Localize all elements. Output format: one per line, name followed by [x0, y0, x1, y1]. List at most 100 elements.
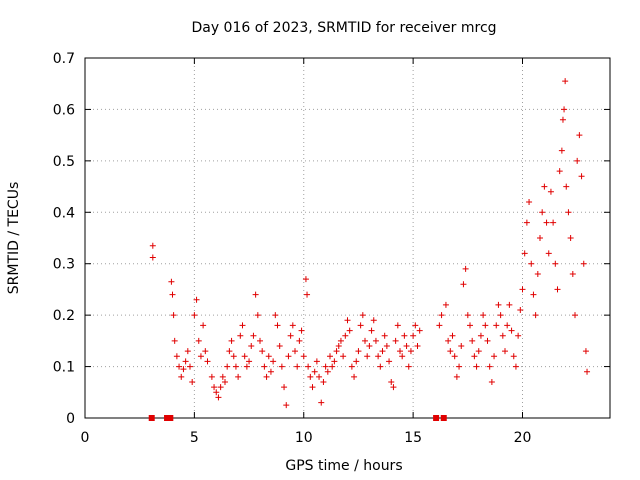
data-point [168, 278, 175, 285]
chart-title: Day 016 of 2023, SRMTID for receiver mrc… [191, 20, 496, 36]
data-point [471, 353, 478, 360]
data-point [215, 394, 222, 401]
data-point [377, 363, 384, 370]
x-tick-label: 20 [514, 430, 532, 446]
data-point [484, 337, 491, 344]
data-point [401, 332, 408, 339]
data-point [259, 348, 266, 355]
data-point [257, 337, 263, 344]
data-point [170, 312, 177, 319]
data-point [171, 337, 178, 344]
data-point [403, 343, 410, 349]
data-point [495, 301, 502, 308]
data-point [281, 384, 288, 391]
x-tick-labels: 0 5 10 15 20 [81, 430, 532, 446]
data-point [224, 363, 231, 370]
data-point [359, 312, 366, 319]
data-point [467, 322, 473, 329]
data-point [521, 250, 528, 257]
data-point [237, 332, 244, 339]
data-point [204, 358, 211, 365]
data-point [410, 332, 417, 339]
y-tick-label: 0.3 [53, 257, 75, 273]
data-point [309, 384, 316, 391]
x-tick-label: 15 [404, 430, 422, 446]
data-points [148, 78, 591, 421]
data-point [584, 368, 591, 375]
data-point [331, 358, 338, 365]
data-point [449, 332, 456, 339]
x-tick-label: 10 [295, 430, 313, 446]
data-point [460, 281, 467, 288]
data-point [252, 291, 259, 298]
data-point [523, 219, 530, 226]
data-point [342, 332, 349, 339]
data-point [539, 209, 546, 216]
data-point [559, 116, 566, 123]
data-point [226, 348, 233, 355]
data-point [304, 291, 311, 298]
y-axis-label: SRMTID / TECUs [6, 182, 22, 295]
data-point [530, 291, 537, 298]
data-point [193, 296, 200, 303]
y-tick-label: 0.2 [53, 308, 75, 324]
data-point [545, 250, 552, 257]
zero-data-point [167, 415, 174, 421]
grid-lines [85, 58, 610, 418]
data-point [254, 312, 261, 319]
data-point [353, 358, 360, 365]
data-point [197, 353, 204, 360]
data-point [296, 337, 303, 344]
data-point [178, 373, 185, 380]
data-point [246, 358, 253, 365]
data-point [348, 363, 355, 370]
data-point [473, 363, 480, 370]
data-point [261, 363, 268, 370]
data-point [362, 337, 368, 344]
data-point [572, 312, 578, 319]
zero-data-point [148, 415, 155, 421]
data-point [187, 363, 193, 370]
data-point [248, 343, 255, 349]
data-point [366, 343, 373, 349]
data-point [550, 219, 557, 226]
data-point [357, 322, 364, 329]
data-point [462, 265, 469, 272]
data-point [554, 286, 561, 293]
data-point [228, 337, 235, 344]
data-point [506, 301, 513, 308]
data-point [390, 384, 397, 391]
data-point [333, 348, 340, 355]
x-tick-label: 0 [81, 430, 90, 446]
x-axis-label: GPS time / hours [285, 458, 402, 474]
data-point [267, 368, 274, 375]
data-point [272, 312, 279, 319]
data-point [458, 343, 465, 349]
data-point [510, 353, 517, 360]
data-point [512, 363, 519, 370]
data-point [475, 348, 482, 355]
data-point [191, 312, 198, 319]
data-point [438, 312, 445, 319]
data-point [287, 332, 294, 339]
data-point [370, 317, 377, 324]
data-point [289, 322, 296, 329]
data-point [316, 373, 323, 380]
x-tick-label: 5 [190, 430, 199, 446]
data-point [445, 337, 452, 344]
data-point [543, 219, 550, 226]
data-point [528, 260, 535, 267]
data-point [302, 276, 309, 283]
data-point [399, 353, 406, 360]
data-point [327, 353, 333, 360]
data-point [211, 384, 218, 391]
data-point [243, 363, 250, 370]
data-point [515, 332, 522, 339]
data-point [208, 373, 215, 380]
data-point [217, 384, 224, 391]
data-point [202, 348, 209, 355]
data-point [149, 242, 156, 249]
data-point [182, 358, 189, 365]
data-point [574, 157, 581, 164]
data-point [519, 286, 526, 293]
